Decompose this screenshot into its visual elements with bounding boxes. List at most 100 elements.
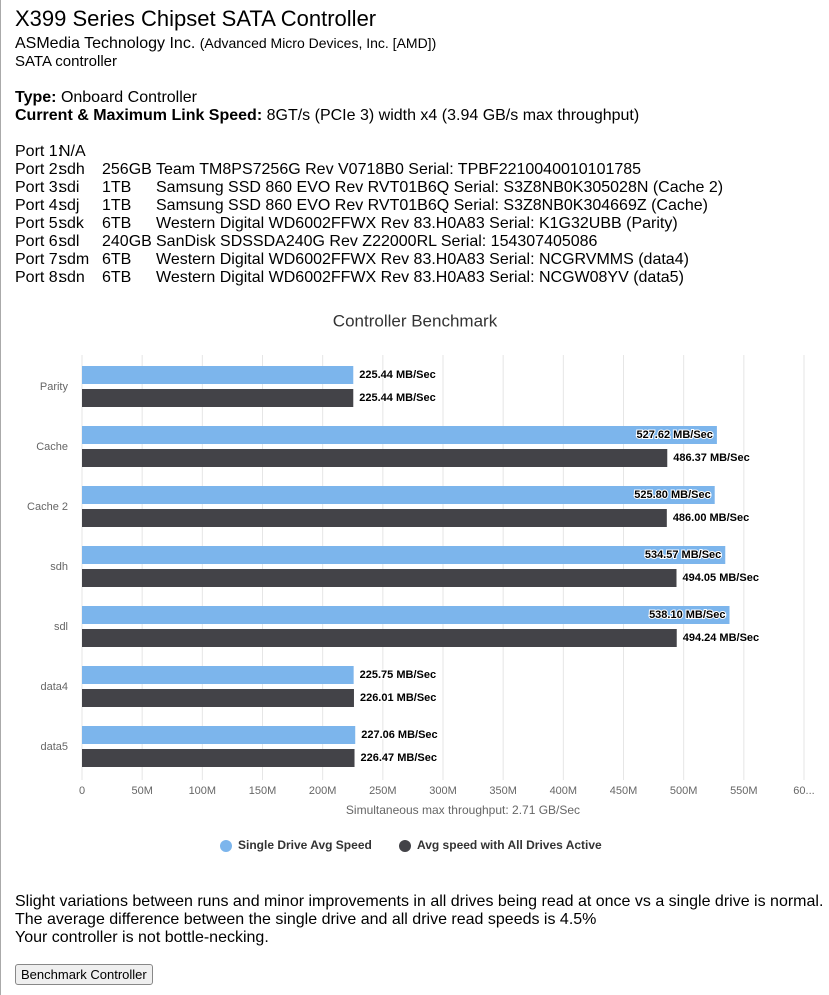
- y-tick-label: sdl: [54, 621, 68, 633]
- link-line: Current & Maximum Link Speed: 8GT/s (PCI…: [15, 107, 639, 125]
- bar: [82, 509, 667, 527]
- port-device: sdm: [59, 251, 90, 268]
- port-description: Team TM8PS7256G Rev V0718B0 Serial: TPBF…: [156, 161, 642, 178]
- type-line: Type: Onboard Controller: [15, 89, 197, 107]
- title: X399 Series Chipset SATA Controller: [15, 6, 377, 31]
- port-label: Port 6:: [15, 233, 63, 250]
- bar: [82, 486, 715, 504]
- data-label: 227.06 MB/Sec: [361, 729, 437, 741]
- link-label: Current & Maximum Link Speed:: [15, 107, 263, 124]
- port-label: Port 5:: [15, 215, 63, 232]
- x-tick-label: 200M: [309, 785, 337, 797]
- footer-line: Your controller is not bottle-necking.: [15, 929, 269, 946]
- chart-title: Controller Benchmark: [333, 311, 498, 330]
- port-label: Port 2:: [15, 161, 63, 178]
- data-label: 226.47 MB/Sec: [361, 752, 437, 764]
- x-tick-label: 450M: [610, 785, 638, 797]
- port-device: sdj: [59, 197, 80, 214]
- port-device: sdh: [59, 161, 85, 178]
- data-label: 527.62 MB/Sec: [636, 429, 712, 441]
- bar: [82, 666, 354, 684]
- x-tick-label: 150M: [249, 785, 277, 797]
- bar: [82, 749, 355, 767]
- bar: [82, 366, 354, 384]
- port-size: 1TB: [102, 197, 132, 214]
- data-label: 525.80 MB/Sec: [634, 489, 710, 501]
- data-label: 225.44 MB/Sec: [359, 369, 435, 381]
- y-tick-label: data4: [40, 681, 68, 693]
- x-tick-label: 550M: [730, 785, 758, 797]
- port-description: Samsung SSD 860 EVO Rev RVT01B6Q Serial:…: [156, 179, 724, 196]
- chart: Controller Benchmark 0 50M 100M 150M 200M 250M…: [27, 311, 815, 852]
- port-size: 1TB: [102, 179, 132, 196]
- footer-line: The average difference between the singl…: [15, 911, 597, 928]
- port-device: N/A: [59, 143, 86, 160]
- legend-marker: [220, 840, 232, 852]
- port-label: Port 8:: [15, 269, 63, 286]
- data-label: 486.37 MB/Sec: [673, 452, 749, 464]
- x-tick-label: 300M: [429, 785, 457, 797]
- bar: [82, 426, 717, 444]
- bar: [82, 606, 730, 624]
- x-tick-label: 250M: [369, 785, 397, 797]
- x-tick-label: 500M: [670, 785, 698, 797]
- y-tick-label: data5: [40, 741, 68, 753]
- port-size: 256GB: [102, 161, 152, 178]
- port-size: 6TB: [102, 215, 132, 232]
- legend-label: Avg speed with All Drives Active: [417, 838, 602, 852]
- x-tick-label: 350M: [489, 785, 517, 797]
- port-description: Western Digital WD6002FFWX Rev 83.H0A83 …: [156, 251, 689, 268]
- data-label: 226.01 MB/Sec: [360, 692, 436, 704]
- data-label: 225.75 MB/Sec: [360, 669, 436, 681]
- port-device: sdn: [59, 269, 85, 286]
- bar: [82, 569, 677, 587]
- data-label: 534.57 MB/Sec: [645, 549, 721, 561]
- legend-marker: [399, 840, 411, 852]
- port-device: sdi: [59, 179, 80, 196]
- port-description: Samsung SSD 860 EVO Rev RVT01B6Q Serial:…: [156, 197, 708, 214]
- port-label: Port 1:: [15, 143, 63, 160]
- port-description: Western Digital WD6002FFWX Rev 83.H0A83 …: [156, 215, 678, 232]
- bar: [82, 726, 356, 744]
- y-tick-label: Cache: [36, 441, 68, 453]
- port-size: 6TB: [102, 251, 132, 268]
- legend-label: Single Drive Avg Speed: [238, 838, 372, 852]
- port-label: Port 3:: [15, 179, 63, 196]
- data-label: 494.24 MB/Sec: [683, 632, 759, 644]
- data-label: 494.05 MB/Sec: [683, 572, 759, 584]
- x-tick-label: 0: [79, 785, 85, 797]
- link-value: 8GT/s (PCIe 3) width x4 (3.94 GB/s max t…: [266, 107, 640, 124]
- x-tick-label: 60...: [793, 785, 814, 797]
- bar: [82, 449, 668, 467]
- x-tick-label: 100M: [189, 785, 217, 797]
- x-tick-label: 400M: [550, 785, 578, 797]
- port-device: sdl: [59, 233, 80, 250]
- y-tick-label: Parity: [40, 381, 69, 393]
- benchmark-button[interactable]: Benchmark Controller: [15, 964, 153, 985]
- vendor-note: (Advanced Micro Devices, Inc. [AMD]): [199, 35, 437, 51]
- port-label: Port 4:: [15, 197, 63, 214]
- port-size: 240GB: [102, 233, 152, 250]
- data-label: 225.44 MB/Sec: [359, 392, 435, 404]
- y-tick-label: Cache 2: [27, 501, 68, 513]
- data-label: 486.00 MB/Sec: [673, 512, 749, 524]
- type-value: Onboard Controller: [60, 89, 198, 106]
- data-label: 538.10 MB/Sec: [649, 609, 725, 621]
- device-class: SATA controller: [15, 53, 117, 70]
- port-device: sdk: [59, 215, 84, 232]
- port-size: 6TB: [102, 269, 132, 286]
- y-tick-label: sdh: [50, 561, 68, 573]
- x-axis-title: Simultaneous max throughput: 2.71 GB/Sec: [346, 803, 580, 817]
- vendor: ASMedia Technology Inc.: [15, 35, 196, 52]
- bar: [82, 389, 354, 407]
- bar: [82, 546, 726, 564]
- bar: [82, 689, 354, 707]
- x-tick-label: 50M: [131, 785, 152, 797]
- vendor-line: ASMedia Technology Inc. (Advanced Micro …: [15, 34, 436, 53]
- port-description: SanDisk SDSSDA240G Rev Z22000RL Serial: …: [156, 233, 598, 250]
- bar: [82, 629, 677, 647]
- port-description: Western Digital WD6002FFWX Rev 83.H0A83 …: [156, 269, 684, 286]
- type-label: Type:: [15, 89, 57, 106]
- footer-line: Slight variations between runs and minor…: [15, 893, 824, 910]
